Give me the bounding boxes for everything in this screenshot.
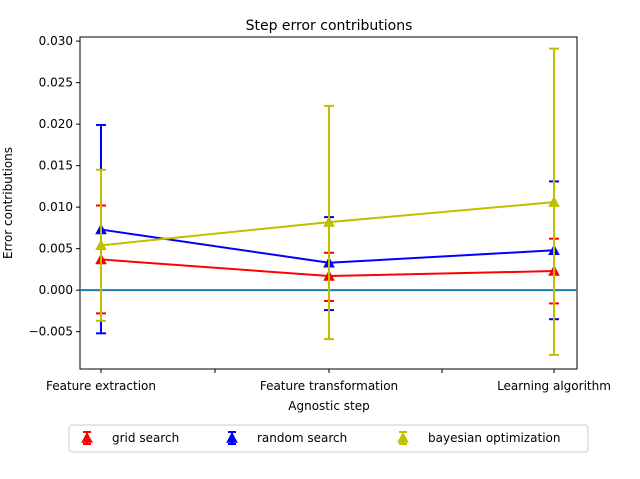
x-tick-label: Feature extraction: [46, 379, 156, 393]
legend-label: random search: [257, 431, 347, 445]
y-tick-label: 0.030: [39, 34, 73, 48]
x-axis-title: Agnostic step: [288, 399, 369, 413]
chart-title: Step error contributions: [246, 18, 413, 34]
legend-marker: [397, 431, 409, 443]
y-tick-label: 0.010: [39, 200, 73, 214]
data-point: [95, 239, 107, 251]
data-point: [548, 196, 560, 207]
y-axis-title: Error contributions: [1, 147, 15, 259]
legend-label: grid search: [112, 431, 179, 445]
legend: grid search random search bayesian optimiz…: [68, 424, 589, 453]
y-tick-label: 0.005: [39, 242, 73, 256]
legend-label: bayesian optimization: [428, 431, 560, 445]
legend-marker: [81, 431, 93, 443]
y-tick-label: 0.025: [39, 76, 73, 90]
x-tick-label: Feature transformation: [260, 379, 398, 393]
series-line: [100, 228, 555, 264]
x-tick-label: Learning algorithm: [497, 379, 611, 393]
plot-area: −0.005 0.000 0.005 0.010 0.015 0.020 0.025 0.03…: [29, 34, 611, 393]
series-random-search: [95, 123, 560, 335]
y-tick-label: −0.005: [29, 325, 73, 339]
legend-box: [68, 424, 589, 453]
y-tick-label: 0.015: [39, 159, 73, 173]
data-point: [323, 216, 335, 227]
y-tick-label: 0.020: [39, 117, 73, 131]
series-bayesian-optimization: [95, 47, 560, 356]
legend-marker: [226, 431, 238, 443]
y-tick-label: 0.000: [39, 283, 73, 297]
